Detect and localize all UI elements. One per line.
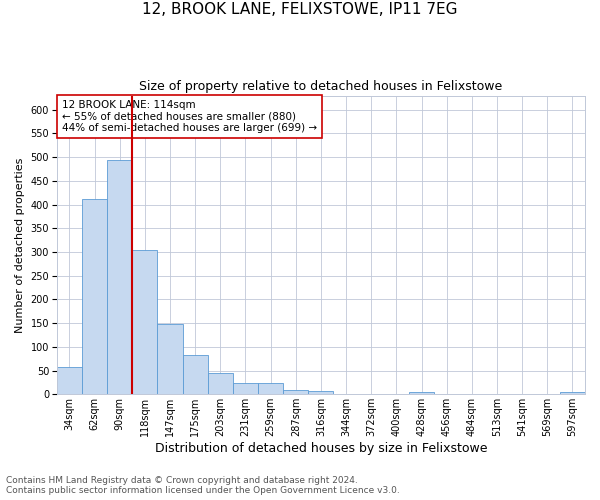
Bar	[182, 356, 208, 395]
Y-axis label: Number of detached properties: Number of detached properties	[15, 157, 25, 332]
Bar	[132, 250, 157, 394]
Title: Size of property relative to detached houses in Felixstowe: Size of property relative to detached ho…	[139, 80, 503, 93]
Bar	[258, 383, 283, 394]
Bar	[560, 392, 585, 394]
Bar	[82, 199, 107, 394]
Bar	[107, 160, 132, 394]
Bar	[233, 383, 258, 394]
Bar	[283, 390, 308, 394]
X-axis label: Distribution of detached houses by size in Felixstowe: Distribution of detached houses by size …	[155, 442, 487, 455]
Bar	[409, 392, 434, 394]
Bar	[57, 368, 82, 394]
Bar	[208, 374, 233, 394]
Bar	[308, 391, 334, 394]
Bar	[157, 324, 182, 394]
Text: 12, BROOK LANE, FELIXSTOWE, IP11 7EG: 12, BROOK LANE, FELIXSTOWE, IP11 7EG	[142, 2, 458, 18]
Text: 12 BROOK LANE: 114sqm
← 55% of detached houses are smaller (880)
44% of semi-det: 12 BROOK LANE: 114sqm ← 55% of detached …	[62, 100, 317, 133]
Text: Contains HM Land Registry data © Crown copyright and database right 2024.
Contai: Contains HM Land Registry data © Crown c…	[6, 476, 400, 495]
